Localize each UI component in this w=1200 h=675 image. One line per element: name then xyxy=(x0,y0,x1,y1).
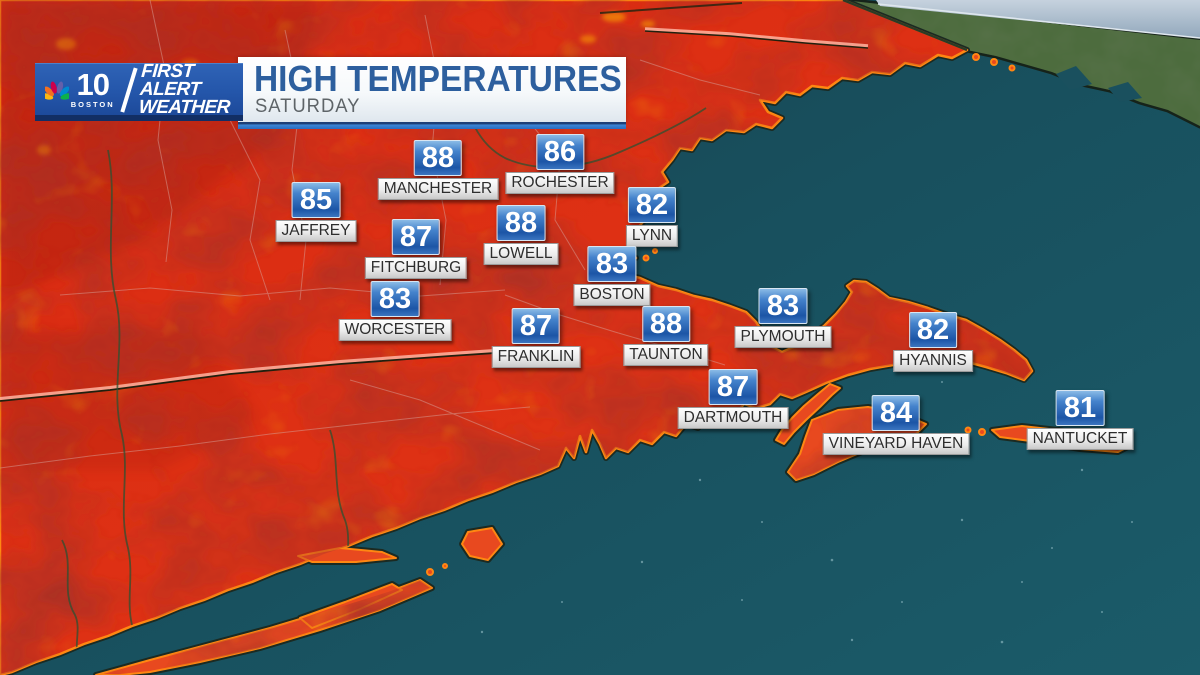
temperature-value: 86 xyxy=(535,134,585,170)
city-name-label: PLYMOUTH xyxy=(734,326,832,348)
city-name-label: DARTMOUTH xyxy=(677,407,789,429)
temperature-value: 81 xyxy=(1055,390,1105,426)
subtitle-day: SATURDAY xyxy=(255,96,361,117)
page-title: HIGH TEMPERATURES xyxy=(254,58,622,99)
maine-border-line xyxy=(842,0,968,52)
city-name-label: VINEYARD HAVEN xyxy=(822,433,970,455)
title-underline xyxy=(238,122,626,129)
logo-slash xyxy=(120,66,137,113)
temperature-value: 83 xyxy=(370,281,420,317)
temperature-value: 87 xyxy=(511,308,561,344)
city-name-label: MANCHESTER xyxy=(377,178,499,200)
market-label: BOSTON xyxy=(70,99,115,109)
city-name-label: TAUNTON xyxy=(623,344,709,366)
city-name-label: JAFFREY xyxy=(275,220,357,242)
temperature-value: 88 xyxy=(496,205,546,241)
city-marker-dartmouth: 87 DARTMOUTH xyxy=(677,369,789,429)
temperature-value: 88 xyxy=(413,140,463,176)
brand-tagline-line1: FIRST ALERT xyxy=(139,60,202,100)
city-name-label: HYANNIS xyxy=(893,350,973,372)
nbc-peacock-icon xyxy=(45,81,69,100)
state-boundaries xyxy=(0,2,869,402)
city-name-label: LYNN xyxy=(625,225,679,247)
city-name-label: WORCESTER xyxy=(338,319,452,341)
temperature-value: 84 xyxy=(871,395,921,431)
temperature-value: 82 xyxy=(627,187,677,223)
temperature-value: 87 xyxy=(391,219,441,255)
city-marker-worcester: 83 WORCESTER xyxy=(338,281,452,341)
city-marker-hyannis: 82 HYANNIS xyxy=(893,312,973,372)
temperature-value: 85 xyxy=(291,182,341,218)
city-marker-vineyard-haven: 84 VINEYARD HAVEN xyxy=(822,395,970,455)
city-name-label: FRANKLIN xyxy=(491,346,581,368)
city-marker-jaffrey: 85 JAFFREY xyxy=(275,182,357,242)
temperature-value: 82 xyxy=(908,312,958,348)
city-name-label: NANTUCKET xyxy=(1026,428,1134,450)
city-marker-lowell: 88 LOWELL xyxy=(483,205,559,265)
title-banner: HIGH TEMPERATURES SATURDAY xyxy=(238,57,626,122)
city-marker-manchester: 88 MANCHESTER xyxy=(377,140,499,200)
horizon-sky xyxy=(876,0,1200,39)
brand-tagline-line2: WEATHER xyxy=(138,96,231,118)
temperature-value: 88 xyxy=(641,306,691,342)
city-marker-fitchburg: 87 FITCHBURG xyxy=(364,219,468,279)
city-name-label: FITCHBURG xyxy=(364,257,468,279)
city-marker-plymouth: 83 PLYMOUTH xyxy=(734,288,832,348)
temperature-value: 83 xyxy=(587,246,637,282)
city-marker-taunton: 88 TAUNTON xyxy=(623,306,709,366)
city-marker-rochester: 86 ROCHESTER xyxy=(505,134,615,194)
city-name-label: ROCHESTER xyxy=(505,172,615,194)
city-marker-franklin: 87 FRANKLIN xyxy=(491,308,581,368)
channel-number: 10 xyxy=(76,66,109,102)
temperature-value: 87 xyxy=(708,369,758,405)
city-name-label: LOWELL xyxy=(483,243,559,265)
city-marker-lynn: 82 LYNN xyxy=(625,187,679,247)
city-marker-nantucket: 81 NANTUCKET xyxy=(1026,390,1134,450)
station-logo: 10 BOSTON FIRST ALERT WEATHER xyxy=(35,60,243,121)
temperature-value: 83 xyxy=(758,288,808,324)
city-marker-boston: 83 BOSTON xyxy=(573,246,651,306)
city-name-label: BOSTON xyxy=(573,284,651,306)
